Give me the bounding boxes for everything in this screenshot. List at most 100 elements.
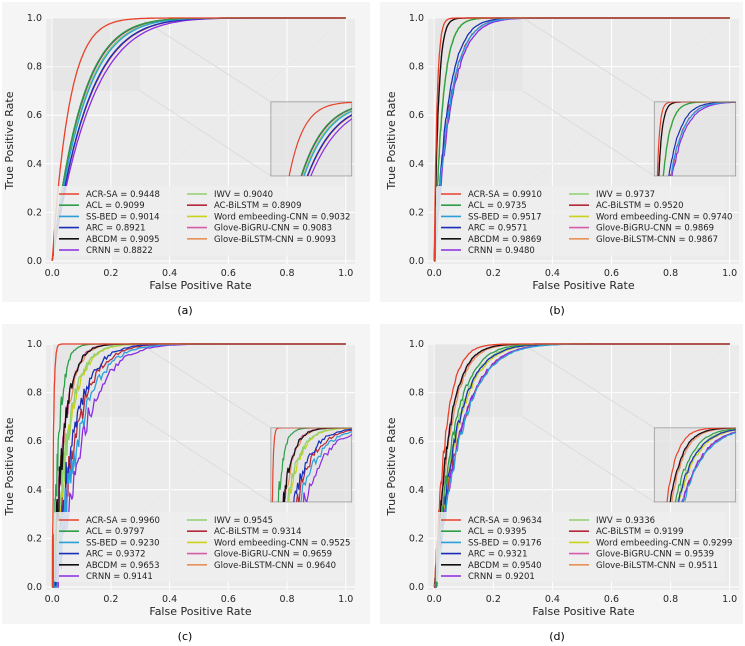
legend-entry-abcdm: ABCDM = 0.9869 xyxy=(468,235,542,245)
y-tick-label: 0.2 xyxy=(409,207,424,218)
legend-series-name: ABCDM xyxy=(468,235,499,245)
legend-auc-value: 0.9099 xyxy=(115,201,145,211)
inset-curve-crnn xyxy=(310,118,352,176)
legend-equals: = xyxy=(690,212,703,222)
x-tick-label: 0.0 xyxy=(45,594,60,605)
inset-curve-ss-bed xyxy=(670,101,736,176)
legend-series-name: ARC xyxy=(86,224,103,234)
y-tick-label: 0.0 xyxy=(409,256,424,267)
legend-equals: = xyxy=(672,224,685,234)
legend-equals: = xyxy=(259,201,272,211)
legend-entry-glove-bilstm-cnn: Glove-BiLSTM-CNN = 0.9640 xyxy=(214,561,336,571)
legend-entry-word-embeeding-cnn: Word embeeding-CNN = 0.9299 xyxy=(596,538,732,548)
legend-equals: = xyxy=(102,201,115,211)
y-tick-label: 0.0 xyxy=(27,256,42,267)
x-axis-label: False Positive Rate xyxy=(532,279,634,292)
legend-entry-ss-bed: SS-BED = 0.9176 xyxy=(468,538,542,548)
legend-entry-iwv: IWV = 0.9336 xyxy=(596,516,655,526)
zoom-connector xyxy=(522,90,655,177)
legend-equals: = xyxy=(493,246,506,256)
legend-series-name: ACR-SA xyxy=(86,190,118,200)
legend-equals: = xyxy=(102,527,115,537)
inset-curve-ss-bed xyxy=(300,431,352,502)
legend-entry-glove-bilstm-cnn: Glove-BiLSTM-CNN = 0.9511 xyxy=(596,561,718,571)
zoom-connector xyxy=(522,343,655,429)
legend-entry-acr-sa: ACR-SA = 0.9960 xyxy=(86,516,160,526)
x-tick-label: 0.0 xyxy=(427,594,442,605)
legend-auc-value: 0.9659 xyxy=(302,550,332,560)
x-tick-label: 1.0 xyxy=(722,594,737,605)
legend-equals: = xyxy=(493,572,506,582)
legend-auc-value: 0.9867 xyxy=(688,235,718,245)
legend-auc-value: 0.8921 xyxy=(116,224,146,234)
inset-zoom-box xyxy=(270,101,353,177)
y-tick-label: 0.6 xyxy=(27,436,42,447)
legend-entry-crnn: CRNN = 0.9480 xyxy=(468,246,535,256)
legend-series-name: Glove-BiLSTM-CNN xyxy=(214,561,294,571)
legend-equals: = xyxy=(290,550,303,560)
legend-equals: = xyxy=(499,538,512,548)
legend-box xyxy=(436,512,726,582)
legend-auc-value: 0.9014 xyxy=(130,212,160,222)
legend-auc-value: 0.9634 xyxy=(512,516,542,526)
legend-auc-value: 0.9141 xyxy=(123,572,153,582)
inset-curve-acl xyxy=(277,427,352,502)
legend-series-name: AC-BiLSTM xyxy=(214,527,259,537)
legend-box xyxy=(54,512,344,582)
legend-series-name: ACL xyxy=(468,201,485,211)
y-axis-label: True Positive Rate xyxy=(3,91,16,190)
inset-curve-abcdm xyxy=(658,101,736,176)
x-axis-label: False Positive Rate xyxy=(149,279,251,292)
legend-auc-value: 0.9176 xyxy=(512,538,542,548)
legend-series-name: AC-BiLSTM xyxy=(596,527,641,537)
legend-equals: = xyxy=(500,190,513,200)
roc-panel-b: 0.0 0.2 0.4 0.6 0.8 1.0 0.0 0.2 0.4 0.6 0.8 1.0 Fals… xyxy=(380,2,743,302)
x-tick-label: 0.4 xyxy=(545,594,560,605)
legend-auc-value: 0.9910 xyxy=(512,190,542,200)
legend-auc-value: 0.9321 xyxy=(498,550,528,560)
inset-curve-arc xyxy=(293,428,352,502)
legend-auc-value: 0.9299 xyxy=(703,538,733,548)
y-tick-label: 0.4 xyxy=(27,485,42,496)
y-tick-label: 0.6 xyxy=(409,436,424,447)
y-axis-label: True Positive Rate xyxy=(385,417,398,516)
x-tick-label: 0.8 xyxy=(279,594,294,605)
y-tick-label: 0.8 xyxy=(409,62,424,73)
legend-equals: = xyxy=(613,516,626,526)
legend-series-name: Glove-BiGRU-CNN xyxy=(214,224,290,234)
x-tick-label: 1.0 xyxy=(338,594,353,605)
y-tick-label: 0.0 xyxy=(409,582,424,593)
zoom-connector xyxy=(140,343,272,429)
legend-equals: = xyxy=(117,212,130,222)
legend-auc-value: 0.9314 xyxy=(272,527,302,537)
legend-entry-acl: ACL = 0.9797 xyxy=(86,527,145,537)
legend-auc-value: 0.9372 xyxy=(116,550,146,560)
legend-entry-ac-bilstm: AC-BiLSTM = 0.9199 xyxy=(596,527,684,537)
legend-auc-value: 0.9540 xyxy=(512,561,542,571)
legend-auc-value: 0.9869 xyxy=(512,235,542,245)
legend-series-name: ACR-SA xyxy=(468,190,500,200)
inset-curve-glove-bilstm-cnn xyxy=(671,427,736,502)
inset-curve-acr-sa xyxy=(656,101,736,176)
legend-entry-acr-sa: ACR-SA = 0.9910 xyxy=(468,190,542,200)
panel-caption: (d) xyxy=(549,630,565,643)
legend-auc-value: 0.9201 xyxy=(505,572,535,582)
legend-auc-value: 0.9511 xyxy=(688,561,718,571)
legend-entry-ac-bilstm: AC-BiLSTM = 0.9520 xyxy=(596,201,684,211)
x-tick-label: 0.0 xyxy=(427,268,442,279)
legend-auc-value: 0.9735 xyxy=(497,201,527,211)
x-tick-label: 0.6 xyxy=(604,594,619,605)
legend-equals: = xyxy=(117,561,130,571)
roc-curve-acr-sa xyxy=(433,17,730,262)
legend-equals: = xyxy=(290,224,303,234)
y-tick-label: 1.0 xyxy=(27,13,42,24)
legend-auc-value: 0.9032 xyxy=(321,212,351,222)
legend-equals: = xyxy=(103,224,116,234)
x-tick-label: 0.0 xyxy=(45,268,60,279)
legend-entry-iwv: IWV = 0.9040 xyxy=(214,190,273,200)
legend-equals: = xyxy=(111,572,124,582)
y-tick-label: 0.8 xyxy=(27,388,42,399)
inset-curve-acr-sa xyxy=(666,427,736,502)
legend-entry-glove-bigru-cnn: Glove-BiGRU-CNN = 0.9539 xyxy=(596,550,714,560)
